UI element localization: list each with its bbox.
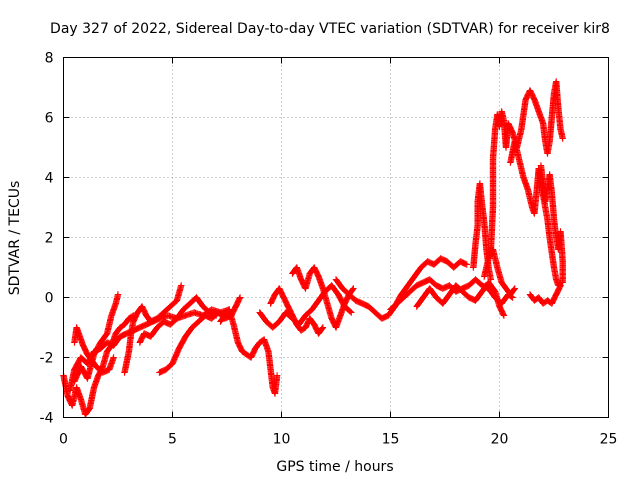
- x-tick-label: 10: [273, 432, 291, 448]
- data-marker: [510, 286, 518, 293]
- data-point: [487, 276, 494, 283]
- data-point: [236, 294, 244, 301]
- x-tick-label: 0: [59, 432, 68, 448]
- data-point: [500, 312, 508, 319]
- y-tick-label: -4: [40, 411, 54, 427]
- data-marker: [347, 308, 354, 315]
- x-axis-label: GPS time / hours: [276, 459, 393, 475]
- series-arc-18: [537, 162, 566, 286]
- data-marker: [500, 311, 507, 318]
- data-point: [463, 261, 470, 268]
- data-point: [178, 282, 185, 289]
- series-arc-19: [526, 282, 564, 307]
- series-arc-14: [413, 279, 508, 319]
- y-tick-label: -2: [40, 351, 54, 367]
- data-point: [114, 291, 122, 298]
- y-tick-label: 6: [45, 111, 54, 127]
- series-arc-15: [470, 180, 494, 283]
- series-arc-5: [121, 282, 185, 376]
- data-marker: [349, 286, 356, 293]
- data-point: [557, 282, 564, 289]
- y-tick-label: 0: [45, 291, 54, 307]
- series-arc-11: [289, 264, 357, 331]
- y-tick-label: 8: [45, 51, 54, 67]
- series-arc-8: [217, 306, 281, 397]
- series-arc-10: [267, 285, 327, 337]
- chart-title: Day 327 of 2022, Sidereal Day-to-day VTE…: [50, 21, 610, 37]
- series-arc-16: [487, 78, 566, 256]
- data-point: [348, 309, 355, 316]
- data-point: [319, 324, 327, 331]
- series-arc-4: [71, 324, 117, 376]
- data-marker: [236, 295, 243, 302]
- data-marks: [60, 78, 566, 418]
- data-point: [110, 354, 117, 361]
- data-point: [273, 372, 281, 379]
- series-arc-12: [332, 255, 470, 322]
- data-point: [559, 135, 566, 142]
- data-point: [350, 285, 357, 292]
- data-marker: [319, 325, 326, 332]
- y-tick-label: 4: [45, 171, 54, 187]
- x-tick-label: 25: [600, 432, 618, 448]
- series-arc-20: [481, 246, 518, 298]
- data-point: [511, 285, 518, 292]
- y-tick-label: 2: [45, 231, 54, 247]
- axis-ticks: 0 5 10 15 20 25 -4 -2 0 2 4 6 8: [40, 51, 618, 448]
- series-arc-7: [156, 294, 244, 376]
- y-axis-label: SDTVAR / TECUs: [7, 181, 23, 296]
- x-tick-label: 5: [168, 432, 177, 448]
- x-tick-label: 20: [491, 432, 509, 448]
- x-tick-label: 15: [382, 432, 400, 448]
